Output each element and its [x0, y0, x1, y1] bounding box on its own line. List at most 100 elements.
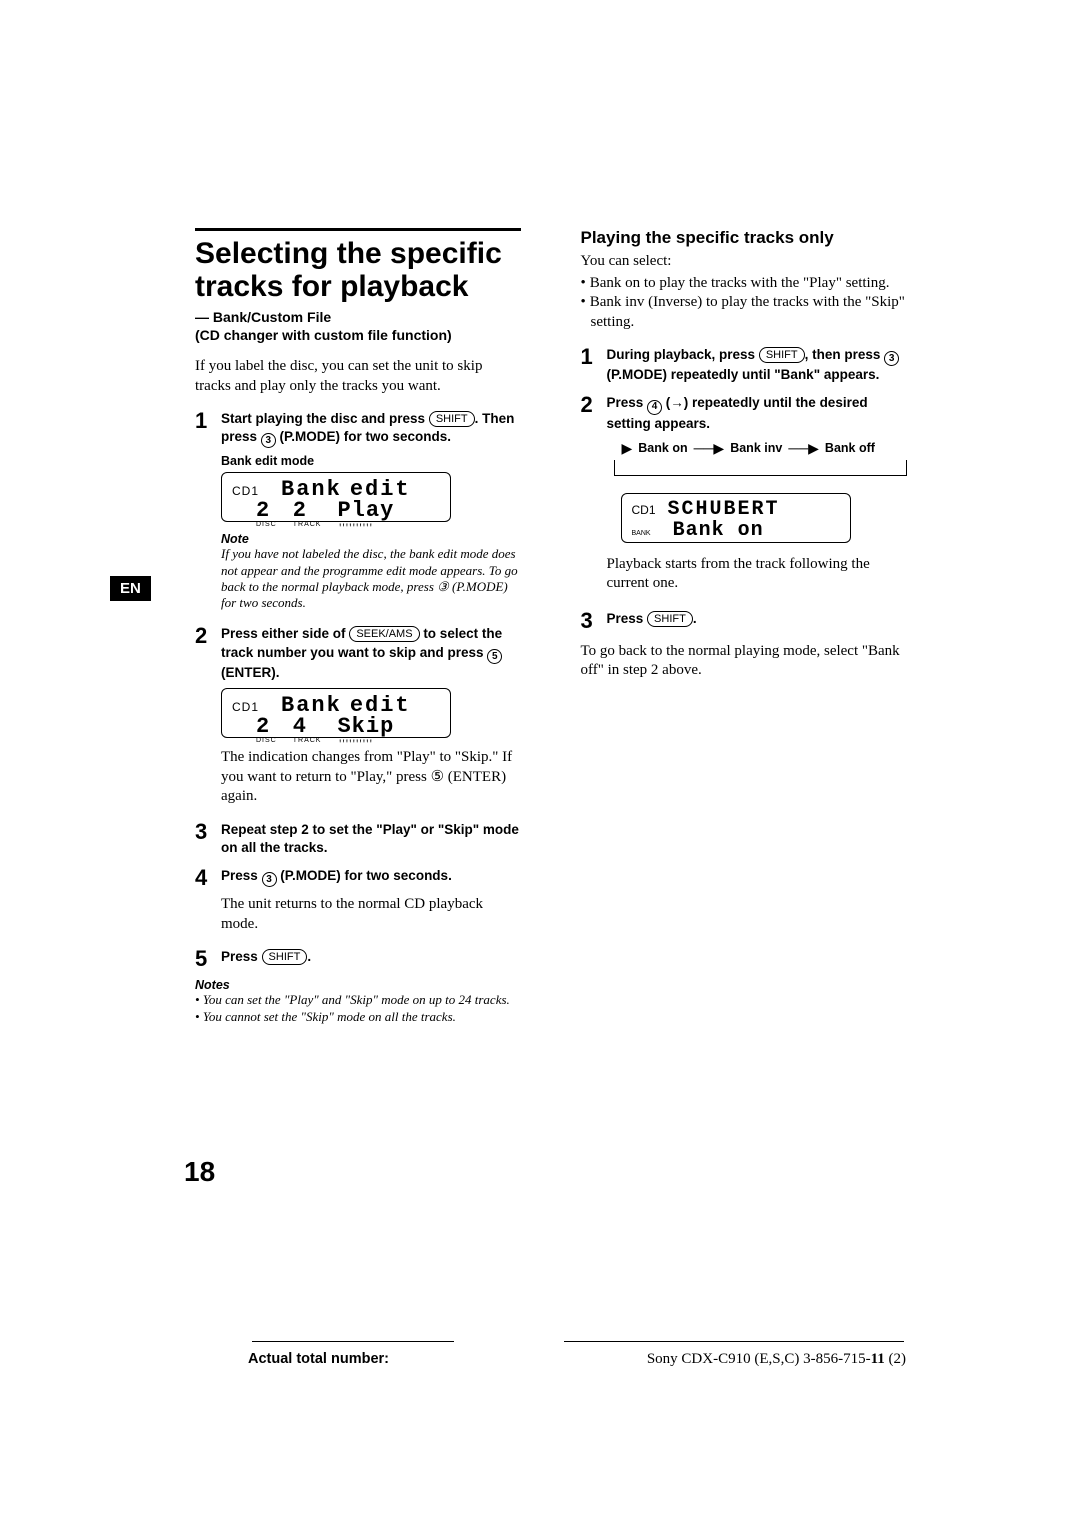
- key-5-icon: 5: [487, 649, 502, 664]
- flow-diagram: ▶ Bank on ──▶ Bank inv ──▶ Bank off: [621, 439, 907, 483]
- language-tab: EN: [110, 576, 151, 601]
- bullet-item: Bank inv (Inverse) to play the tracks wi…: [581, 293, 907, 332]
- model-text: Sony CDX-C910 (E,S,C) 3-856-715-: [647, 1351, 871, 1367]
- lcd-display-1: CD1 Bank edit 2DISC 2TRACK Play'''''''''…: [221, 472, 451, 522]
- arrow-icon: ──▶: [694, 440, 725, 457]
- text: Press: [221, 949, 262, 964]
- text: (P.MODE) for two seconds.: [276, 429, 451, 444]
- intro-text: If you label the disc, you can set the u…: [195, 357, 521, 396]
- step-number: 3: [581, 610, 599, 632]
- lcd-cd: CD1: [232, 700, 259, 714]
- note-item: You can set the "Play" and "Skip" mode o…: [195, 992, 521, 1009]
- lcd-display-2: CD1 Bank edit 2DISC 4TRACK Skip'''''''''…: [221, 688, 451, 738]
- step-text: Press SHIFT.: [607, 610, 907, 628]
- shift-button-label: SHIFT: [262, 949, 308, 965]
- subtitle-bank: — Bank/Custom File: [195, 309, 521, 325]
- step-number: 2: [195, 625, 213, 647]
- right-column: Playing the specific tracks only You can…: [581, 228, 907, 1026]
- step-number: 2: [581, 394, 599, 416]
- lcd-disc-num: 2: [256, 498, 277, 523]
- bullet-item: Bank on to play the tracks with the "Pla…: [581, 274, 907, 294]
- text: (ENTER).: [221, 665, 280, 680]
- text: During playback, press: [607, 347, 759, 362]
- shift-button-label: SHIFT: [429, 411, 475, 427]
- lcd-display-3: CD1 SCHUBERT BANK Bank on: [621, 493, 851, 543]
- footer-rule-left: [252, 1341, 454, 1342]
- notes-heading: Notes: [195, 978, 521, 992]
- shift-button-label: SHIFT: [759, 347, 805, 363]
- flow-bank-inv: Bank inv: [730, 441, 782, 455]
- model-info: Sony CDX-C910 (E,S,C) 3-856-715-11 (2): [647, 1351, 906, 1368]
- lcd-disc-label: DISC: [256, 737, 277, 744]
- step-number: 5: [195, 948, 213, 970]
- section-heading: Playing the specific tracks only: [581, 228, 907, 248]
- right-step-1: 1 During playback, press SHIFT, then pre…: [581, 346, 907, 384]
- main-heading: Selecting the specific tracks for playba…: [195, 237, 521, 303]
- lcd-bank-msg: Bank on: [673, 519, 764, 542]
- left-column: Selecting the specific tracks for playba…: [195, 228, 521, 1026]
- text: .: [693, 611, 697, 626]
- text: (P.MODE) for two seconds.: [277, 868, 452, 883]
- actual-total-label: Actual total number:: [248, 1351, 389, 1368]
- step-2: 2 Press either side of SEEK/AMS to selec…: [195, 625, 521, 682]
- footer-rule-right: [564, 1341, 904, 1342]
- lcd-bank-label: BANK: [632, 530, 651, 537]
- step-1: 1 Start playing the disc and press SHIFT…: [195, 410, 521, 448]
- text: Press: [607, 611, 648, 626]
- title-rule: [195, 228, 521, 231]
- seek-button-label: SEEK/AMS: [349, 626, 419, 642]
- flow-bank-off: Bank off: [825, 441, 875, 455]
- lcd-disc-num: 2: [256, 714, 277, 739]
- page-content: Selecting the specific tracks for playba…: [0, 0, 1080, 1026]
- text: Press: [221, 868, 262, 883]
- lcd-track-label: TRACK: [293, 521, 322, 528]
- step-4-after: The unit returns to the normal CD playba…: [221, 895, 521, 934]
- bullet-list: Bank on to play the tracks with the "Pla…: [581, 274, 907, 333]
- arrow-icon: ▶: [622, 440, 633, 457]
- notes-list: You can set the "Play" and "Skip" mode o…: [195, 992, 521, 1026]
- lcd-disc-label: DISC: [256, 521, 277, 528]
- lead-text: You can select:: [581, 252, 907, 272]
- shift-button-label: SHIFT: [647, 611, 693, 627]
- step-number: 1: [195, 410, 213, 432]
- step-5: 5 Press SHIFT.: [195, 948, 521, 970]
- model-rev: 11: [871, 1351, 885, 1367]
- key-4-icon: 4: [647, 400, 662, 415]
- flow-bank-on: Bank on: [638, 441, 687, 455]
- step-text: Repeat step 2 to set the "Play" or "Skip…: [221, 821, 521, 857]
- text: .: [307, 949, 311, 964]
- lcd-cd: CD1: [232, 484, 259, 498]
- key-3-icon: 3: [261, 433, 276, 448]
- flow-connector: [614, 460, 908, 476]
- tail-text: To go back to the normal playing mode, s…: [581, 642, 907, 681]
- model-paren: (2): [885, 1351, 906, 1367]
- step-text: During playback, press SHIFT, then press…: [607, 346, 907, 384]
- lcd-state: Skip: [337, 714, 394, 739]
- text: Press either side of: [221, 626, 349, 641]
- step-text: Press either side of SEEK/AMS to select …: [221, 625, 521, 682]
- step-number: 4: [195, 867, 213, 889]
- lcd-state: Play: [337, 498, 394, 523]
- lcd-track-num: 4: [293, 714, 322, 739]
- lcd-track-num: 2: [293, 498, 322, 523]
- lcd-ticks: '''''''''': [337, 523, 394, 533]
- step-2-after: The indication changes from "Play" to "S…: [221, 748, 521, 807]
- step-text: Press SHIFT.: [221, 948, 521, 966]
- text: (P.MODE) repeatedly until "Bank" appears…: [607, 367, 880, 382]
- step-text: Press 4 (→) repeatedly until the desired…: [607, 394, 907, 432]
- bank-edit-mode-label: Bank edit mode: [221, 454, 521, 468]
- step-4: 4 Press 3 (P.MODE) for two seconds.: [195, 867, 521, 889]
- right-step-3: 3 Press SHIFT.: [581, 610, 907, 632]
- lcd-cd: CD1: [632, 503, 656, 517]
- text: , then press: [805, 347, 885, 362]
- right-step2-after: Playback starts from the track following…: [607, 555, 907, 594]
- lcd-ticks: '''''''''': [337, 739, 394, 749]
- key-3-icon: 3: [884, 351, 899, 366]
- step-number: 3: [195, 821, 213, 843]
- step-number: 1: [581, 346, 599, 368]
- arrow-icon: ──▶: [788, 440, 819, 457]
- key-3-icon: 3: [262, 872, 277, 887]
- step-3: 3 Repeat step 2 to set the "Play" or "Sk…: [195, 821, 521, 857]
- note-heading: Note: [221, 532, 521, 546]
- subtitle-changer: (CD changer with custom file function): [195, 327, 521, 343]
